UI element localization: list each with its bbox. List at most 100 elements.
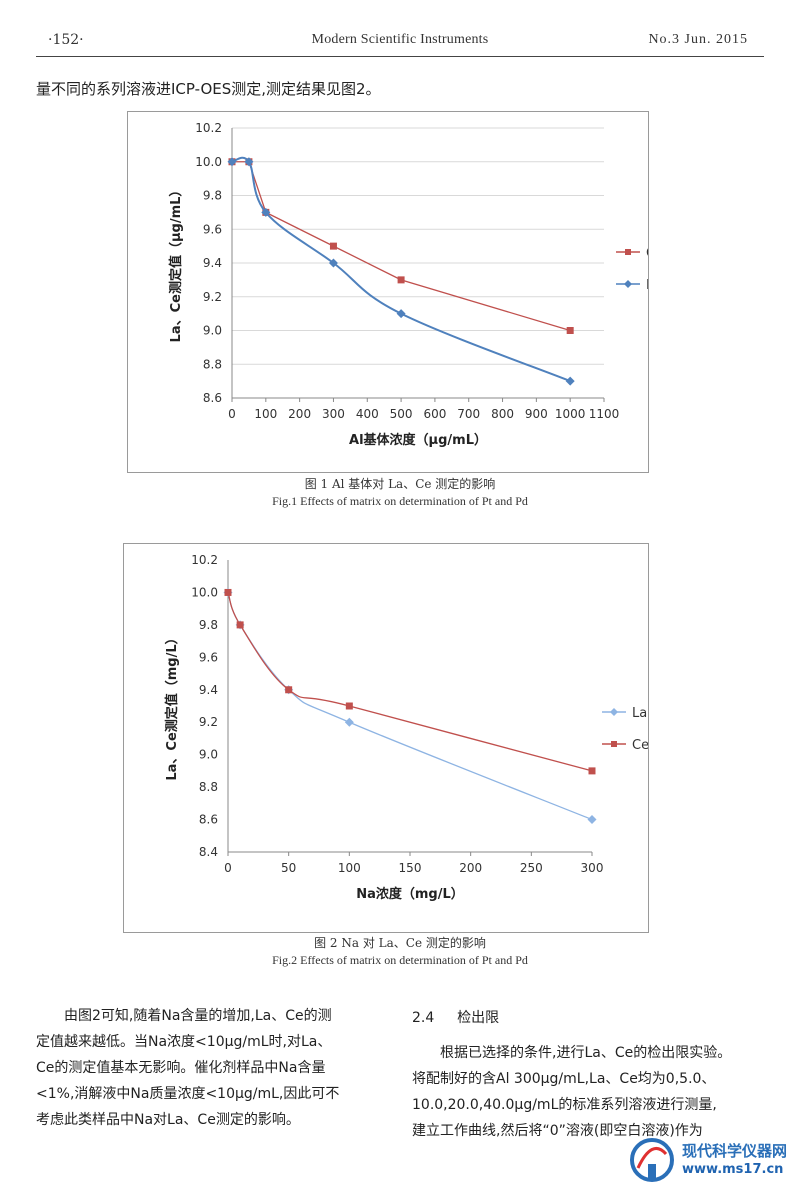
data-point-ce [285,686,293,694]
x-axis-label: Al基体浓度（μg/mL） [349,432,487,448]
x-tick-label: 200 [459,861,482,875]
series-line-ce [232,161,571,332]
x-tick-label: 1000 [555,407,586,421]
x-tick-label: 800 [491,407,514,421]
left-line: 定值越来越低。当Na浓度<10μg/mL时,对La、 [36,1034,332,1050]
x-tick-label: 500 [390,407,413,421]
x-tick-label: 600 [423,407,446,421]
data-point-ce [397,276,405,284]
right-line: 根据已选择的条件,进行La、Ce的检出限实验。 [440,1045,732,1061]
watermark-url: www.ms17.cn [682,1162,784,1177]
x-tick-label: 150 [399,861,422,875]
legend-marker [625,249,631,255]
legend-label-la: La [632,706,647,721]
series-line-la [231,156,571,383]
x-tick-label: 900 [525,407,548,421]
y-tick-label: 10.0 [195,155,222,169]
data-point-la [587,815,597,825]
legend-label-ce: Ce [646,246,648,261]
y-tick-label: 9.2 [199,715,218,729]
data-point-la [344,717,354,727]
y-tick-label: 8.8 [199,780,218,794]
x-tick-label: 0 [224,861,232,875]
data-point-la [244,157,254,167]
x-tick-label: 50 [281,861,296,875]
y-tick-label: 9.0 [203,324,222,338]
x-tick-label: 300 [581,861,604,875]
figure-1-frame: 8.6 8.8 9.0 9.2 9.4 9.6 9.8 10.0 10.2 0 100 200 300 4… [127,111,663,473]
data-point-ce [566,327,574,334]
x-tick-label: 700 [457,407,480,421]
left-line: 由图2可知,随着Na含量的增加,La、Ce的测 [64,1008,332,1024]
y-tick-label: 8.6 [203,391,222,405]
x-tick-label: 100 [338,861,361,875]
watermark-name: 现代科学仪器网 [682,1142,788,1160]
figure-1-chart: 8.6 8.8 9.0 9.2 9.4 9.6 9.8 10.0 10.2 0 100 200 300 4… [168,121,663,448]
data-point-la [565,376,575,386]
data-point-la [328,258,338,268]
watermark-logo-icon [630,1138,674,1182]
legend-marker [610,708,618,716]
data-point-la [396,309,406,319]
y-tick-label: 9.6 [199,650,218,664]
x-axis-label: Na浓度（mg/L） [356,886,464,902]
data-point-ce [224,588,232,596]
y-axis-label: La、Ce测定值（μg/mL） [168,184,184,343]
x-tick-label: 300 [322,407,345,421]
y-tick-label: 10.2 [191,553,218,567]
legend-marker [611,741,617,747]
left-paragraph: 由图2可知,随着Na含量的增加,La、Ce的测 定值越来越低。当Na浓度<10μ… [36,1003,396,1133]
y-tick-label: 8.4 [199,845,218,859]
legend-label-la: La [646,278,648,293]
figure-1-caption-zh: 图 1 Al 基体对 La、Ce 测定的影响 [304,477,496,491]
series-line-la [227,592,593,821]
right-line: 将配制好的含Al 300μg/mL,La、Ce均为0,5.0、 [412,1071,716,1087]
y-tick-label: 9.6 [203,222,222,236]
figure-1-caption-en: Fig.1 Effects of matrix on determination… [272,494,528,508]
data-point-la [227,157,237,167]
data-point-ce [236,621,244,629]
figure-2-caption-en: Fig.2 Effects of matrix on determination… [272,953,528,967]
x-tick-label: 0 [228,407,236,421]
y-tick-label: 9.8 [203,189,222,203]
y-tick-label: 10.2 [195,121,222,135]
data-point-ce [329,242,337,250]
legend-marker [624,280,632,288]
issue-info: No.3 Jun. 2015 [648,32,748,47]
y-tick-label: 9.0 [199,748,218,762]
y-tick-label: 10.0 [191,585,218,599]
x-tick-label: 100 [254,407,277,421]
left-line: <1%,消解液中Na质量浓度<10μg/mL,因此可不 [36,1086,340,1102]
left-line: 考虑此类样品中Na对La、Ce测定的影响。 [36,1112,300,1128]
right-line: 10.0,20.0,40.0μg/mL的标准系列溶液进行测量, [412,1097,717,1113]
right-line: 建立工作曲线,然后将“0”溶液(即空白溶液)作为 [412,1123,703,1139]
left-line: Ce的测定值基本无影响。催化剂样品中Na含量 [36,1060,326,1076]
figure-2-caption-zh: 图 2 Na 对 La、Ce 测定的影响 [314,936,486,950]
site-watermark: 现代科学仪器网 www.ms17.cn [626,1134,796,1186]
y-tick-label: 9.2 [203,290,222,304]
figure-2-frame: 8.4 8.6 8.8 9.0 9.2 9.4 9.6 9.8 10.0 10.2 0 50 100 15… [123,543,649,933]
journal-name: Modern Scientific Instruments [311,32,489,47]
section-heading: 2.4 检出限 [412,1007,499,1027]
x-tick-label: 400 [356,407,379,421]
data-point-ce [345,702,353,710]
y-axis-label: La、Ce测定值（mg/L） [164,631,180,780]
section-number: 2.4 [412,1010,435,1026]
x-tick-label: 1100 [589,407,620,421]
y-tick-label: 9.4 [203,256,222,270]
x-tick-label: 250 [520,861,543,875]
y-tick-label: 9.8 [199,618,218,632]
intro-text: 量不同的系列溶液进ICP-OES测定,测定结果见图2。 [36,80,381,98]
section-title: 检出限 [457,1010,500,1026]
data-point-la [261,207,271,217]
data-point-ce [588,767,596,775]
page-number: ·152· [48,32,84,48]
series-line-ce [227,592,593,772]
legend-label-ce: Ce [632,738,648,753]
figure-2-chart: 8.4 8.6 8.8 9.0 9.2 9.4 9.6 9.8 10.0 10.2 0 50 100 15… [164,553,649,902]
right-paragraph: 根据已选择的条件,进行La、Ce的检出限实验。 将配制好的含Al 300μg/m… [412,1040,772,1144]
y-tick-label: 9.4 [199,683,218,697]
header-rule [36,56,764,57]
y-tick-label: 8.6 [199,813,218,827]
x-tick-label: 200 [288,407,311,421]
